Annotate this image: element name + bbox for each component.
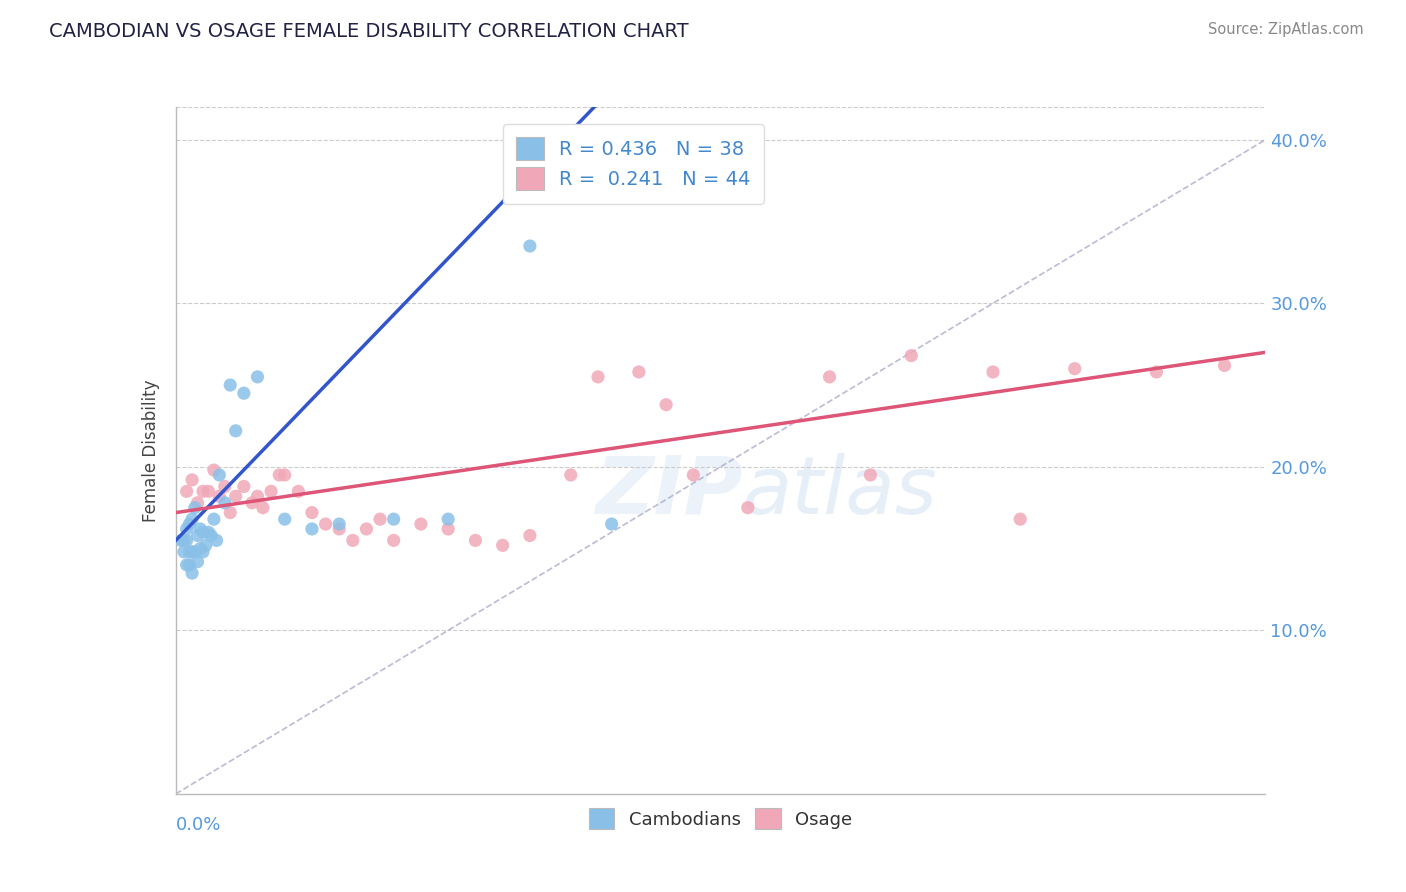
Point: [560, 467, 582, 482]
Point: [200, 528, 222, 542]
Text: ZIP: ZIP: [595, 452, 742, 531]
Point: [368, 512, 391, 526]
Point: [219, 506, 242, 520]
Point: [328, 516, 350, 531]
Point: [269, 467, 291, 482]
Point: [437, 522, 460, 536]
Point: [179, 516, 201, 531]
Point: [287, 484, 309, 499]
Point: [246, 489, 269, 503]
Point: [382, 533, 405, 548]
Point: [202, 512, 225, 526]
Point: [194, 538, 217, 552]
Point: [519, 239, 541, 253]
Point: [315, 516, 337, 531]
Point: [737, 500, 759, 515]
Point: [655, 398, 678, 412]
Point: [173, 545, 195, 559]
Point: [214, 496, 236, 510]
Point: [232, 479, 254, 493]
Point: [181, 566, 204, 580]
Point: [437, 512, 460, 526]
Point: [328, 522, 350, 536]
Y-axis label: Female Disability: Female Disability: [142, 379, 160, 522]
Point: [188, 541, 211, 556]
Point: [464, 533, 486, 548]
Point: [176, 533, 198, 548]
Point: [1010, 512, 1032, 526]
Text: atlas: atlas: [742, 452, 938, 531]
Point: [197, 484, 219, 499]
Point: [1144, 365, 1167, 379]
Point: [900, 349, 922, 363]
Point: [186, 555, 209, 569]
Point: [600, 516, 623, 531]
Point: [205, 533, 228, 548]
Point: [184, 500, 207, 515]
Point: [260, 484, 283, 499]
Point: [356, 522, 378, 536]
Point: [176, 522, 198, 536]
Point: [586, 369, 609, 384]
Point: [342, 533, 364, 548]
Text: CAMBODIAN VS OSAGE FEMALE DISABILITY CORRELATION CHART: CAMBODIAN VS OSAGE FEMALE DISABILITY COR…: [49, 22, 689, 41]
Point: [197, 525, 219, 540]
Point: [188, 522, 211, 536]
Point: [181, 512, 204, 526]
Point: [225, 424, 247, 438]
Point: [208, 467, 231, 482]
Text: Source: ZipAtlas.com: Source: ZipAtlas.com: [1208, 22, 1364, 37]
Point: [301, 522, 323, 536]
Point: [219, 378, 242, 392]
Point: [181, 473, 204, 487]
Point: [1063, 361, 1085, 376]
Point: [225, 489, 247, 503]
Point: [186, 528, 209, 542]
Point: [519, 528, 541, 542]
Point: [232, 386, 254, 401]
Point: [191, 484, 214, 499]
Point: [252, 500, 274, 515]
Point: [246, 369, 269, 384]
Point: [274, 512, 297, 526]
Point: [186, 496, 209, 510]
Point: [627, 365, 650, 379]
Text: 0.0%: 0.0%: [176, 816, 221, 834]
Point: [179, 545, 201, 559]
Point: [191, 525, 214, 540]
Point: [382, 512, 405, 526]
Point: [170, 533, 193, 548]
Point: [301, 506, 323, 520]
Legend: Cambodians, Osage: Cambodians, Osage: [582, 801, 859, 837]
Point: [214, 479, 236, 493]
Point: [202, 463, 225, 477]
Point: [492, 538, 515, 552]
Point: [208, 489, 231, 503]
Point: [173, 533, 195, 548]
Point: [859, 467, 882, 482]
Point: [176, 484, 198, 499]
Point: [176, 558, 198, 572]
Point: [184, 545, 207, 559]
Point: [181, 545, 204, 559]
Point: [191, 545, 214, 559]
Point: [981, 365, 1004, 379]
Point: [818, 369, 841, 384]
Point: [240, 496, 263, 510]
Point: [274, 467, 297, 482]
Point: [179, 558, 201, 572]
Point: [1213, 359, 1236, 373]
Point: [682, 467, 704, 482]
Point: [409, 516, 432, 531]
